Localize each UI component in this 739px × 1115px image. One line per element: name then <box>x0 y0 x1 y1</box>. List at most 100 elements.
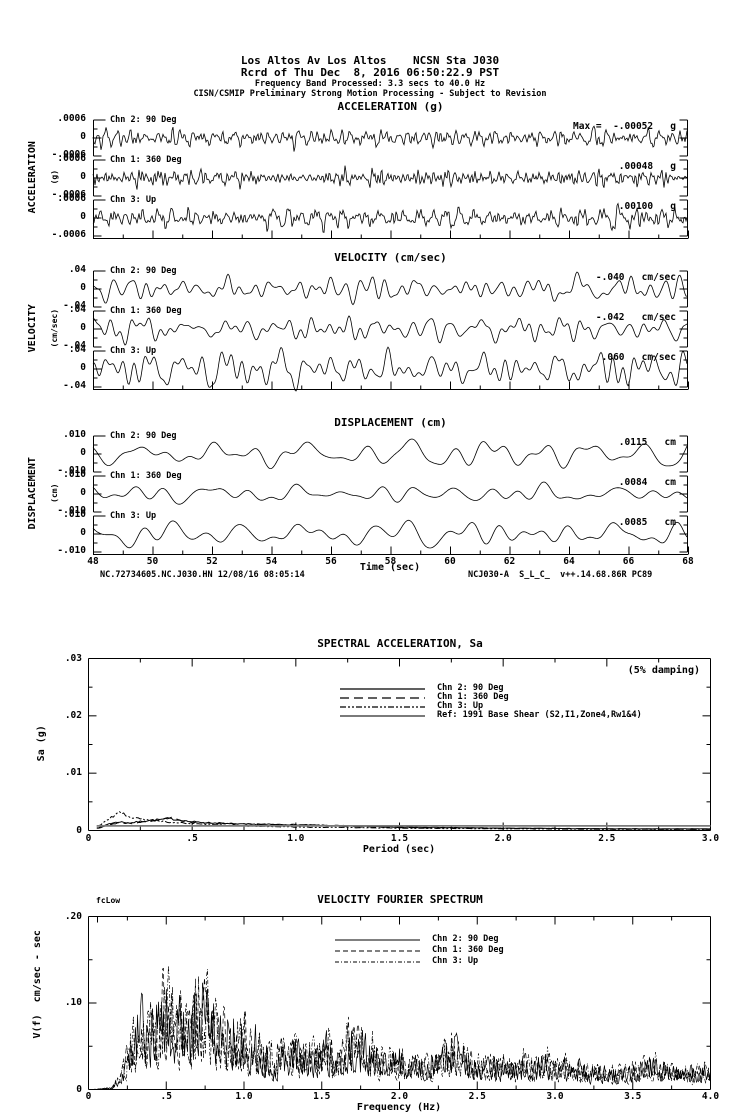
time-tick-label: 66 <box>622 556 635 567</box>
y-tick-label: 0 <box>80 527 86 538</box>
y-tick-label: .0006 <box>57 113 86 124</box>
channel-label: Chn 3: Up <box>110 511 157 521</box>
max-value-label: -.040 cm/sec <box>595 272 676 283</box>
y-tick-label: 0 <box>76 1083 82 1095</box>
x-tick-label: 2.0 <box>494 833 512 844</box>
y-tick-label: 0 <box>80 447 86 458</box>
x-tick-label: 1.5 <box>313 1091 331 1102</box>
processing-disclaimer: CISN/CSMIP Preliminary Strong Motion Pro… <box>193 89 547 99</box>
time-tick-label: 52 <box>206 556 218 567</box>
sa-chart-title: SPECTRAL ACCELERATION, Sa <box>317 637 483 650</box>
trace-chn-1-360-deg <box>92 315 688 346</box>
y-tick-label: 0 <box>80 487 86 498</box>
y-tick-label: -.0006 <box>51 149 86 160</box>
y-tick-label: .0006 <box>57 193 86 204</box>
legend-label: Chn 2: 90 Deg <box>432 934 499 944</box>
y-tick-label: 0 <box>80 322 86 333</box>
x-tick-label: 3.5 <box>624 1091 642 1102</box>
fourier-x-axis-label: Frequency (Hz) <box>356 1102 442 1113</box>
y-tick-label: -.04 <box>63 380 86 391</box>
channel-label: Chn 3: Up <box>110 346 157 356</box>
time-tick-label: 60 <box>444 556 456 567</box>
x-tick-label: 1.0 <box>287 833 305 844</box>
max-value-label: .0115 cm <box>618 437 676 448</box>
seismogram-panel-plot <box>92 119 689 239</box>
x-tick-label: 1.0 <box>235 1091 253 1102</box>
processing-id-footer: NCJ030-A S_L_C_ v++.14.68.86R PC89 <box>468 570 653 580</box>
x-tick-label: .5 <box>186 833 198 844</box>
trace-chn-2-90-deg <box>92 271 688 306</box>
max-value-label: .0085 cm <box>618 517 676 528</box>
x-tick-label: 3.0 <box>546 1091 564 1102</box>
trace-chn-2-90-deg <box>92 125 688 152</box>
time-tick-label: 68 <box>682 556 694 567</box>
y-tick-label: .04 <box>68 344 86 355</box>
x-tick-label: 3.0 <box>701 833 720 844</box>
time-tick-label: 58 <box>384 556 397 567</box>
y-tick-label: .010 <box>63 509 86 520</box>
sa-y-axis-label: Sa (g) <box>35 725 47 762</box>
y-tick-label: 0 <box>80 171 86 182</box>
trace-chn-3-up <box>92 519 688 549</box>
y-tick-label: .010 <box>63 429 86 440</box>
channel-label: Chn 2: 90 Deg <box>110 266 177 276</box>
y-tick-label: .10 <box>64 997 82 1008</box>
legend-label: Chn 1: 360 Deg <box>432 945 504 955</box>
max-value-label: .060 cm/sec <box>601 352 676 363</box>
panel-title: VELOCITY (cm/sec) <box>334 251 447 264</box>
channel-label: Chn 2: 90 Deg <box>110 115 177 125</box>
y-tick-label: .010 <box>63 469 86 480</box>
time-tick-label: 64 <box>563 556 575 567</box>
y-tick-label: 0 <box>80 211 86 222</box>
trace-chn-3-up <box>92 346 688 392</box>
x-tick-label: 2.5 <box>598 833 616 844</box>
x-tick-label: 0 <box>85 833 92 844</box>
legend-label: Chn 3: Up <box>437 701 484 711</box>
channel-label: Chn 2: 90 Deg <box>110 431 177 441</box>
max-value-label: .0084 cm <box>618 477 676 488</box>
trace-chn-1-360-deg <box>92 481 688 505</box>
max-value-label: -.042 cm/sec <box>595 312 676 323</box>
y-tick-label: .20 <box>64 910 82 922</box>
sa-x-axis-label: Period (sec) <box>362 844 436 855</box>
legend-label: Ref: 1991 Base Shear (S2,I1,Zone4,Rw1&4) <box>437 710 642 720</box>
time-tick-label: 54 <box>265 556 278 567</box>
panel-title: DISPLACEMENT (cm) <box>334 416 447 429</box>
trace-chn-1-360-deg <box>92 165 688 190</box>
y-tick-label: .03 <box>64 652 82 664</box>
y-tick-label: -.010 <box>57 465 86 476</box>
panel-title: ACCELERATION (g) <box>337 100 444 113</box>
x-tick-label: 1.5 <box>390 833 409 844</box>
channel-label: Chn 1: 360 Deg <box>110 471 182 481</box>
seismogram-panel-plot <box>92 270 689 392</box>
fc-low-marker-label: fcLow <box>96 896 121 905</box>
trace-chn-2-90-deg <box>92 438 688 470</box>
channel-label: Chn 1: 360 Deg <box>110 155 182 165</box>
fourier-chart-plot <box>88 916 711 1090</box>
record-datetime: Rcrd of Thu Dec 8, 2016 06:50:22.9 PST <box>240 66 500 79</box>
channel-label: Chn 1: 360 Deg <box>110 306 182 316</box>
x-tick-label: 2.0 <box>390 1091 409 1102</box>
y-tick-label: -.04 <box>63 340 86 351</box>
y-tick-label: .01 <box>64 767 82 779</box>
time-tick-label: 50 <box>146 556 159 567</box>
fourier-trace-3 <box>88 965 711 1090</box>
y-tick-label: -.010 <box>57 505 86 516</box>
y-tick-label: 0 <box>80 131 86 142</box>
y-tick-label: -.0006 <box>51 189 86 200</box>
y-tick-label: -.04 <box>63 300 86 311</box>
fourier-chart-title: VELOCITY FOURIER SPECTRUM <box>317 893 483 906</box>
max-value-label: .00048 g <box>618 161 676 172</box>
record-id-footer: NC.72734605.NC.J030.HN 12/08/16 08:05:14 <box>100 570 305 580</box>
sa-curve-3 <box>96 811 711 830</box>
channel-label: Chn 3: Up <box>110 195 157 205</box>
x-tick-label: 0 <box>85 1091 92 1102</box>
y-tick-label: 0 <box>80 362 86 373</box>
fourier-y-axis-label: V(f) cm/sec - sec <box>31 930 43 1039</box>
legend-label: Chn 2: 90 Deg <box>437 683 504 693</box>
fourier-trace-2 <box>88 967 711 1090</box>
y-tick-label: .04 <box>68 264 86 275</box>
y-tick-label: -.010 <box>57 545 86 556</box>
time-tick-label: 62 <box>503 556 516 567</box>
